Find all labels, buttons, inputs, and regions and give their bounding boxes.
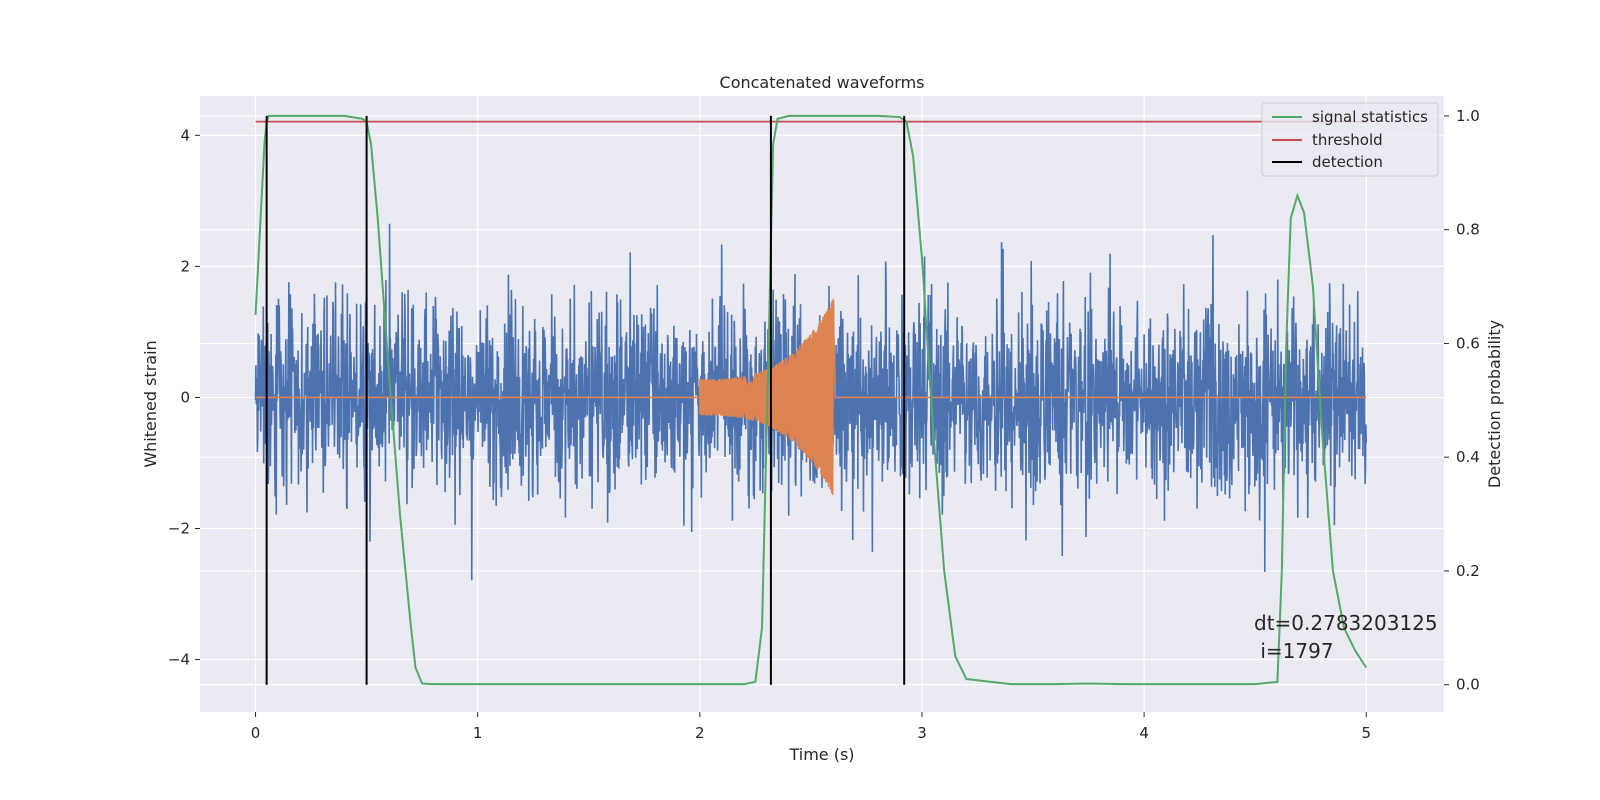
x-tick-label: 1 xyxy=(473,724,483,742)
x-tick-label: 5 xyxy=(1361,724,1371,742)
series-layer xyxy=(254,114,1368,686)
y-tick-label: −2 xyxy=(168,520,190,538)
x-tick-label: 3 xyxy=(917,724,927,742)
y-tick-label: 4 xyxy=(180,126,190,144)
bottom-axis: 0 1 2 3 4 5 xyxy=(251,712,1371,742)
legend-label-threshold: threshold xyxy=(1312,131,1383,149)
left-axis: −4 −2 0 2 4 xyxy=(168,126,200,669)
x-tick-label: 0 xyxy=(251,724,261,742)
y2-axis-title: Detection probability xyxy=(1485,320,1504,488)
signal-statistics-line xyxy=(254,114,1368,686)
y-tick-label: 2 xyxy=(180,257,190,275)
y2-tick-label: 0.2 xyxy=(1456,562,1480,580)
y2-tick-label: 0.0 xyxy=(1456,676,1480,694)
template-line xyxy=(255,299,1367,495)
legend-label-signal-statistics: signal statistics xyxy=(1312,108,1428,126)
y2-tick-label: 0.4 xyxy=(1456,448,1480,466)
x-tick-label: 4 xyxy=(1139,724,1149,742)
y2-tick-label: 1.0 xyxy=(1456,107,1480,125)
legend-label-detection: detection xyxy=(1312,153,1383,171)
annotation-i: i=1797 xyxy=(1254,639,1334,663)
x-axis-title: Time (s) xyxy=(788,745,854,764)
legend: signal statistics threshold detection xyxy=(1261,102,1439,177)
y2-tick-label: 0.8 xyxy=(1456,221,1480,239)
y-tick-label: −4 xyxy=(168,651,190,669)
x-tick-label: 2 xyxy=(695,724,705,742)
chart-title: Concatenated waveforms xyxy=(720,73,925,92)
y2-tick-label: 0.6 xyxy=(1456,334,1480,352)
y-tick-label: 0 xyxy=(180,388,190,406)
right-axis: 0.0 0.2 0.4 0.6 0.8 1.0 xyxy=(1444,107,1480,694)
annotation-dt: dt=0.2783203125 xyxy=(1254,611,1438,635)
legend-frame xyxy=(1261,102,1439,177)
y-axis-title: Whitened strain xyxy=(141,340,160,467)
